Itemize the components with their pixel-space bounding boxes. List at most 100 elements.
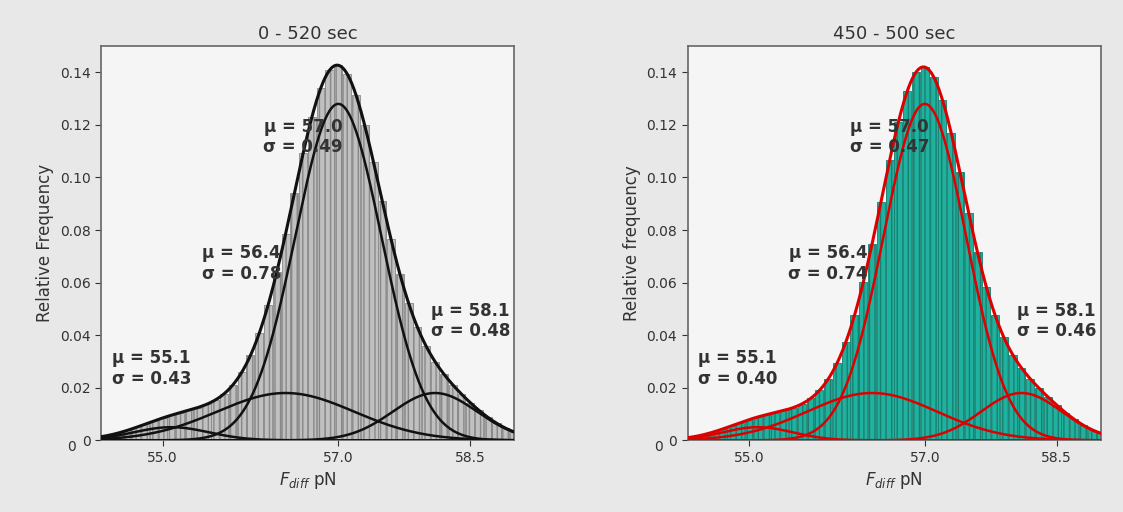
Bar [772,413,779,440]
Bar [903,91,911,440]
Bar [158,418,166,440]
X-axis label: $F_{diff}$ pN: $F_{diff}$ pN [279,471,337,492]
Bar [246,355,255,440]
Bar [106,435,113,440]
Bar [202,404,210,440]
Bar [484,417,492,440]
Bar [335,66,343,440]
Bar [1088,430,1096,440]
Bar [133,428,140,440]
Bar [193,408,202,440]
Bar [493,423,501,440]
Text: μ = 57.0
σ = 0.49: μ = 57.0 σ = 0.49 [264,118,343,157]
Title: 0 - 520 sec: 0 - 520 sec [258,25,357,43]
Bar [264,305,272,440]
Bar [999,337,1008,440]
Bar [185,410,193,440]
Bar [1096,433,1105,440]
Bar [1079,425,1087,440]
Bar [115,433,122,440]
Bar [992,315,999,440]
Bar [475,410,483,440]
Bar [763,415,770,440]
Bar [921,67,929,440]
Y-axis label: Relative frequency: Relative frequency [623,165,641,321]
Bar [422,346,430,440]
Bar [1035,388,1043,440]
Title: 450 - 500 sec: 450 - 500 sec [833,25,956,43]
Bar [1026,379,1034,440]
Bar [167,415,175,440]
Text: μ = 58.1
σ = 0.46: μ = 58.1 σ = 0.46 [1017,302,1096,340]
Bar [780,411,788,440]
Bar [745,420,754,440]
Bar [841,343,850,440]
Bar [930,77,938,440]
Bar [395,274,404,440]
Bar [229,385,237,440]
Bar [1061,413,1069,440]
Y-axis label: Relative Frequency: Relative Frequency [36,164,54,322]
Bar [220,394,228,440]
Text: μ = 56.4
σ = 0.74: μ = 56.4 σ = 0.74 [788,244,868,283]
Bar [789,408,797,440]
Bar [983,287,990,440]
Bar [360,125,368,440]
Bar [378,201,386,440]
Bar [457,394,465,440]
Bar [255,333,263,440]
Bar [149,421,158,440]
Text: 0: 0 [654,440,663,454]
Bar [238,372,246,440]
Bar [431,361,439,440]
Bar [947,133,956,440]
Bar [1052,405,1060,440]
Text: μ = 58.1
σ = 0.48: μ = 58.1 σ = 0.48 [430,302,510,340]
Bar [824,379,832,440]
Bar [176,413,184,440]
Bar [282,234,290,440]
Bar [299,153,308,440]
Bar [859,282,867,440]
Bar [404,303,412,440]
Bar [850,315,859,440]
Bar [141,424,149,440]
X-axis label: $F_{diff}$ pN: $F_{diff}$ pN [865,471,923,492]
Bar [710,432,718,440]
Text: μ = 55.1
σ = 0.43: μ = 55.1 σ = 0.43 [111,349,191,388]
Bar [701,434,709,440]
Bar [797,404,806,440]
Text: μ = 55.1
σ = 0.40: μ = 55.1 σ = 0.40 [699,349,777,388]
Bar [894,122,903,440]
Bar [956,172,964,440]
Bar [448,385,457,440]
Bar [326,70,334,440]
Bar [501,428,510,440]
Bar [939,100,947,440]
Bar [291,193,299,440]
Bar [912,72,920,440]
Bar [351,95,360,440]
Bar [692,436,701,440]
Bar [308,117,316,440]
Bar [1043,397,1052,440]
Bar [754,417,761,440]
Text: 0: 0 [67,440,76,454]
Bar [737,422,745,440]
Bar [273,272,281,440]
Bar [466,402,474,440]
Bar [413,327,421,440]
Bar [728,426,736,440]
Bar [317,88,325,440]
Bar [387,240,395,440]
Bar [211,400,219,440]
Bar [833,364,841,440]
Bar [806,398,814,440]
Bar [815,391,823,440]
Bar [1008,355,1016,440]
Bar [886,160,894,440]
Bar [965,214,973,440]
Bar [1017,368,1025,440]
Text: μ = 56.4
σ = 0.78: μ = 56.4 σ = 0.78 [202,244,282,283]
Bar [510,432,518,440]
